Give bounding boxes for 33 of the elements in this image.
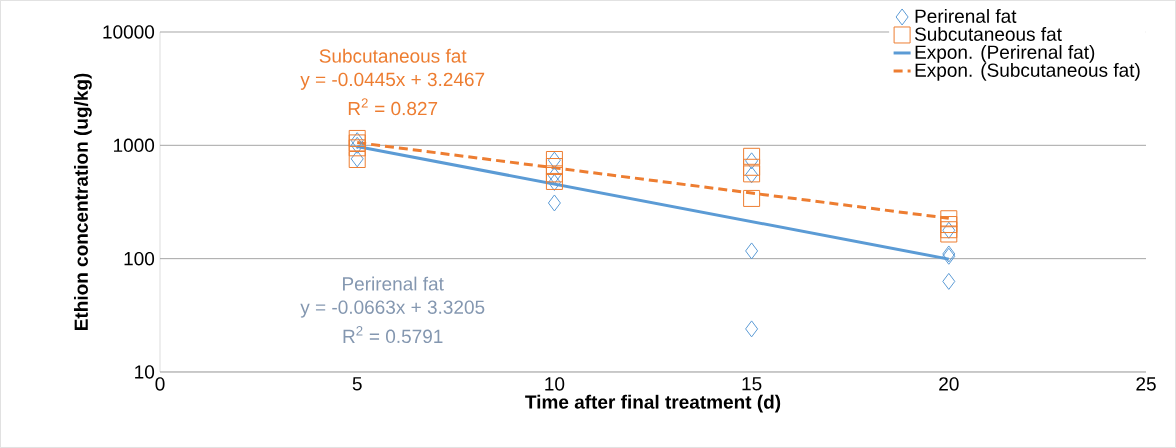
point bbox=[940, 216, 958, 234]
x-axis-title: Time after final treatment (d) bbox=[525, 394, 781, 413]
point bbox=[545, 158, 563, 176]
legend-label: Expon. (Subcutaneous fat) bbox=[915, 62, 1140, 81]
x-tick-label: 10 bbox=[545, 377, 565, 391]
point bbox=[940, 225, 958, 243]
x-tick-label: 20 bbox=[939, 377, 959, 391]
y-axis-title: Ethion concentration (ug/kg) bbox=[73, 73, 92, 331]
annotation: R$^{2}$ = 0.5791 bbox=[343, 326, 443, 344]
point bbox=[745, 152, 759, 170]
annotation: R$^{2}$ = 0.827 bbox=[348, 98, 438, 116]
point bbox=[743, 158, 761, 176]
point bbox=[743, 189, 761, 207]
y-tick-label: 1000 bbox=[114, 138, 155, 153]
legend-label: Expon. (Perirenal fat) bbox=[915, 44, 1095, 63]
legend-label: Subcutaneous fat bbox=[914, 26, 1062, 41]
y-tick-label: 10 bbox=[135, 365, 155, 379]
legend-label: Perirenal fat bbox=[915, 8, 1017, 23]
annotation: Perirenal fat bbox=[343, 276, 444, 291]
point bbox=[942, 272, 956, 290]
x-tick-label: 25 bbox=[1136, 377, 1156, 391]
point bbox=[745, 320, 759, 338]
annotation: Subcutaneous fat bbox=[319, 48, 467, 63]
y-tick-label: 10000 bbox=[103, 25, 155, 39]
annotation: y = -0.0663x + 3.3205 bbox=[300, 300, 485, 318]
x-tick-label: 5 bbox=[352, 377, 362, 391]
point bbox=[547, 194, 561, 212]
y-tick-label: 100 bbox=[124, 251, 155, 266]
point bbox=[745, 242, 759, 260]
annotation: y = -0.0445x + 3.2467 bbox=[300, 72, 485, 90]
x-tick-label: 0 bbox=[155, 377, 165, 391]
point bbox=[743, 147, 761, 165]
x-tick-label: 15 bbox=[742, 377, 762, 391]
